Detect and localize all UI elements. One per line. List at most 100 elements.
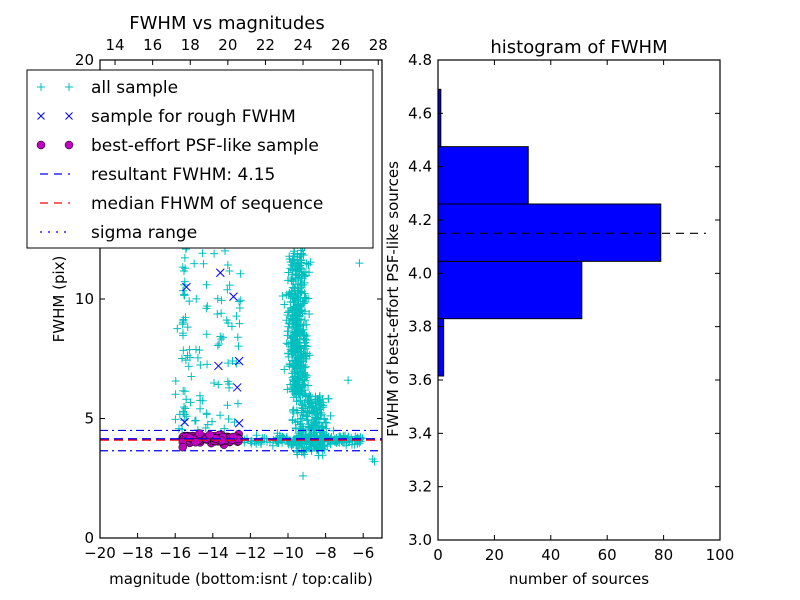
rough-sample-point [229, 292, 238, 301]
all-sample-point [292, 385, 301, 394]
all-sample-point [233, 333, 242, 342]
rough-sample-point [215, 268, 225, 278]
x-tick-label: 100 [706, 546, 735, 564]
all-sample-point [233, 399, 242, 408]
all-sample-point [289, 361, 298, 370]
all-sample-point [190, 416, 199, 425]
all-sample-point [182, 395, 191, 404]
y-tick-label: 4.6 [408, 104, 432, 122]
y-tick-label: 4.2 [408, 211, 432, 229]
legend: all sample sample for rough FWHM best-effo… [26, 69, 374, 249]
all-sample-point [227, 322, 236, 331]
all-sample-point [298, 422, 307, 431]
all-sample-point [288, 379, 297, 388]
all-sample-point [210, 378, 219, 387]
all-sample-point [309, 418, 318, 427]
x-tick-label: −10 [272, 544, 304, 562]
all-sample-point [292, 397, 301, 406]
all-sample-point [368, 455, 377, 464]
all-sample-point [278, 292, 287, 301]
all-sample-point [292, 341, 301, 350]
all-sample-point [195, 346, 204, 355]
histogram-axes-frame [437, 59, 721, 541]
histogram-bar [437, 260, 583, 320]
all-sample-point [306, 425, 315, 434]
all-sample-point [317, 410, 326, 419]
all-sample-point [288, 305, 297, 314]
all-sample-point [287, 275, 296, 284]
all-sample-point [300, 268, 309, 277]
scatter-ylabel: FWHM (pix) [50, 256, 68, 343]
all-sample-point [300, 299, 309, 308]
y-tick-label: 3.2 [408, 478, 432, 496]
all-sample-point [201, 423, 210, 432]
top-x-tick-label: 18 [181, 36, 200, 54]
histogram-ticks: 0 20 40 60 80 100 3.0 3.2 3.4 3.6 3.8 4.0 4.2 4.4 4.6 4… [408, 51, 734, 564]
all-sample-point [224, 359, 233, 368]
legend-item: sample for rough FWHM [37, 107, 296, 127]
all-sample-point [291, 345, 300, 354]
all-sample-point [196, 396, 205, 405]
all-sample-point [203, 302, 212, 311]
all-sample-point [314, 451, 323, 460]
all-sample-point [213, 294, 222, 303]
all-sample-point [305, 351, 314, 360]
x-tick-label: 40 [541, 546, 560, 564]
all-sample-point [296, 294, 305, 303]
all-sample-point [283, 385, 292, 394]
all-sample-point [191, 416, 200, 425]
all-sample-point [184, 362, 193, 371]
all-sample-point [196, 361, 205, 370]
all-sample-point [223, 285, 232, 294]
all-sample-point [288, 265, 297, 274]
y-tick-label: 10 [75, 290, 94, 308]
all-sample-point [232, 312, 241, 321]
all-sample-point [298, 309, 307, 318]
all-sample-point [296, 347, 305, 356]
legend-item: all sample [37, 78, 178, 98]
psf-sample-point [178, 442, 187, 452]
y-tick-label: 3.0 [408, 531, 432, 549]
all-sample-point [287, 437, 296, 446]
all-sample-point [180, 403, 189, 412]
legend-plus-icon [65, 83, 73, 91]
reference-lines [100, 429, 382, 452]
all-sample-point [299, 325, 308, 334]
all-sample-point [300, 330, 309, 339]
all-sample-point [216, 332, 225, 341]
all-sample-point [306, 258, 315, 267]
y-tick-label: 4.4 [408, 158, 432, 176]
all-sample-point [288, 324, 297, 333]
all-sample-point [293, 260, 302, 269]
all-sample-point [187, 372, 196, 381]
all-sample-point [181, 356, 190, 365]
all-sample-point [217, 296, 226, 305]
all-sample-point [304, 397, 313, 406]
rough-sample-point [232, 383, 242, 392]
all-sample-point [210, 249, 219, 258]
x-tick-label: −16 [159, 544, 191, 562]
all-sample-point [288, 283, 297, 292]
all-sample-point [310, 440, 319, 449]
all-sample-point [293, 361, 302, 370]
rough-sample-point [234, 418, 244, 428]
all-sample-point [252, 431, 261, 440]
all-sample-point [298, 414, 307, 423]
all-sample-point [287, 342, 296, 351]
all-sample-point [235, 304, 244, 313]
y-tick-label: 0 [84, 529, 94, 547]
all-sample-point [303, 407, 312, 416]
y-tick-label: 4.8 [408, 51, 432, 69]
all-sample-point [171, 390, 180, 399]
all-sample-point [290, 283, 299, 292]
all-sample-point [298, 357, 307, 366]
legend-x-icon [37, 112, 45, 120]
all-sample-point [302, 342, 311, 351]
x-tick-label: −18 [122, 544, 154, 562]
legend-label: resultant FWHM: 4.15 [91, 165, 275, 185]
all-sample-point [235, 319, 244, 328]
rough-sample-point [234, 356, 244, 366]
all-sample-point [326, 411, 335, 420]
all-sample-point [302, 320, 311, 329]
all-sample-point [182, 412, 191, 421]
